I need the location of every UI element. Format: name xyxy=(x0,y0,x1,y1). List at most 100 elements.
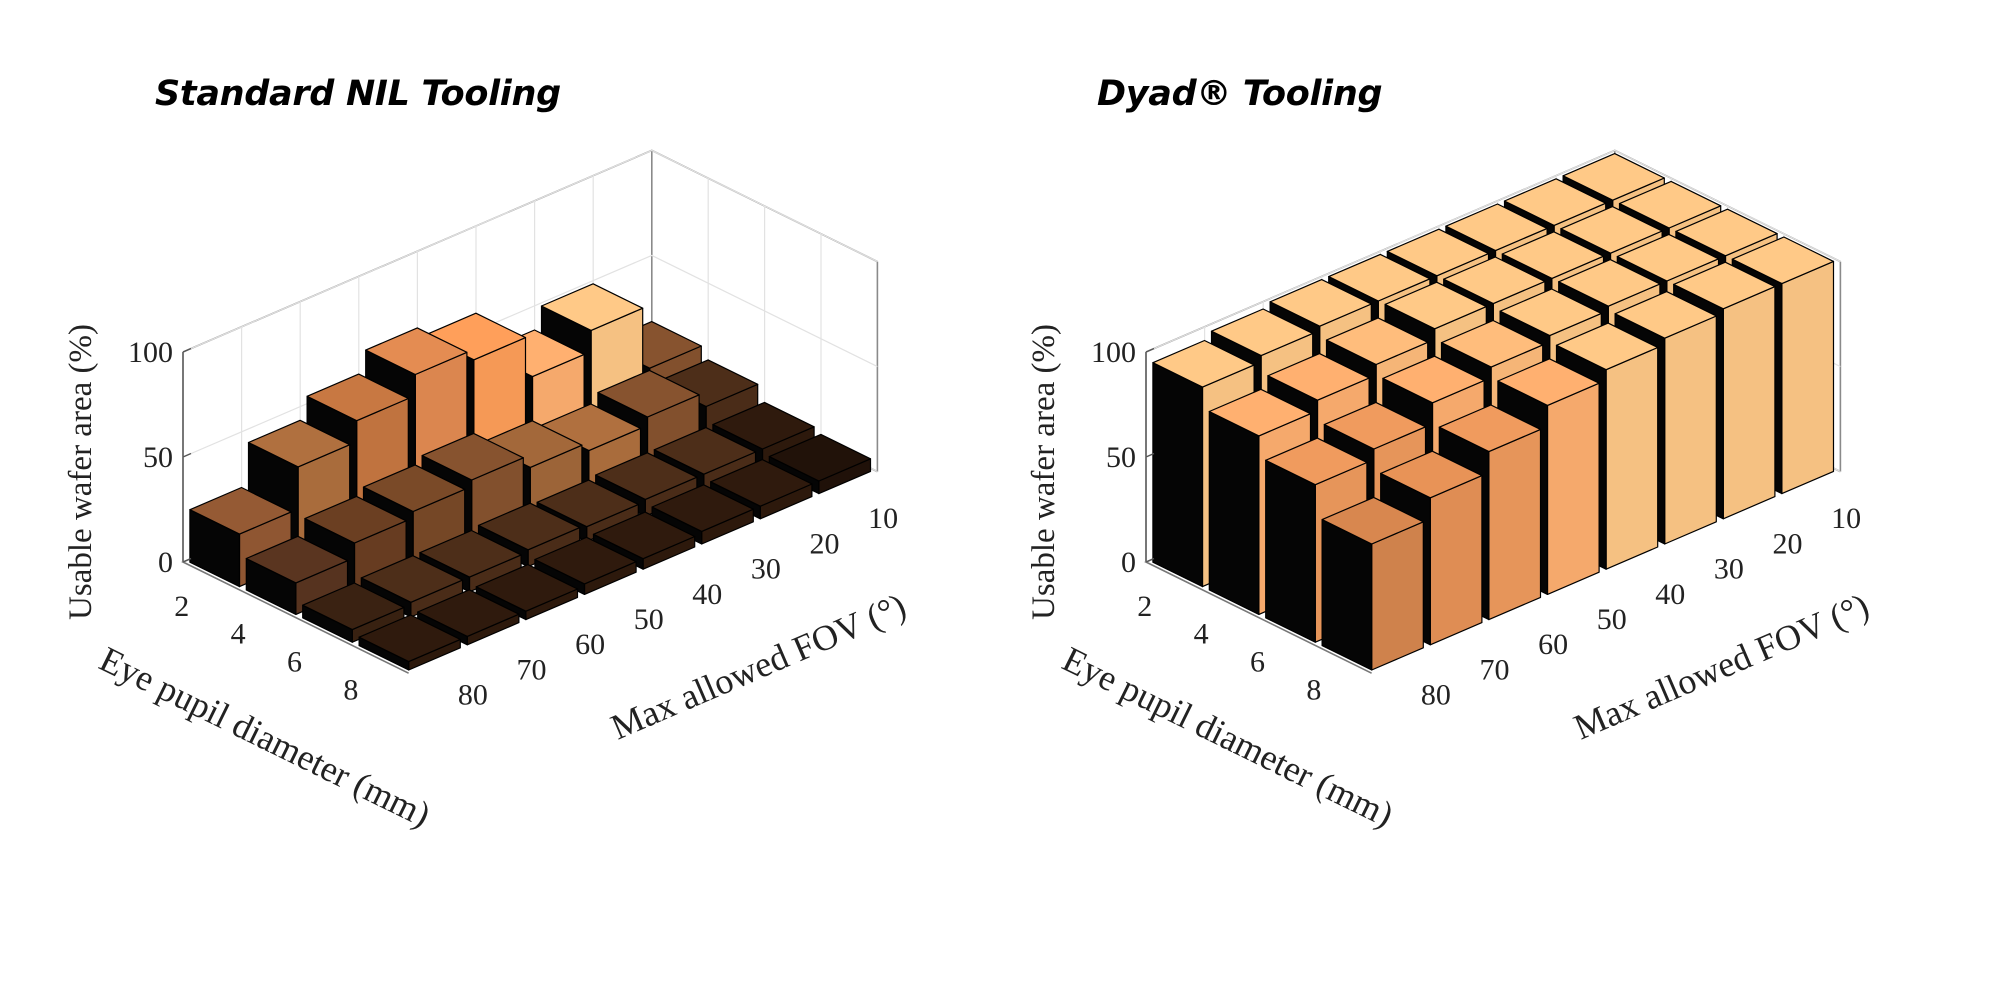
bar-face-top xyxy=(1380,450,1483,499)
bar-face-top xyxy=(1731,236,1835,285)
bar-face-top xyxy=(592,511,696,560)
bar-face-top xyxy=(1562,153,1665,201)
bar-face-top xyxy=(1503,178,1607,226)
bar-face-top xyxy=(304,495,407,544)
bar-face-top xyxy=(1382,355,1485,404)
bar-face-top xyxy=(1386,228,1490,277)
bar-face-top xyxy=(419,529,522,578)
bar-face-front xyxy=(1722,286,1776,520)
fov-tick-label: 50 xyxy=(634,603,664,636)
fov-tick-label: 20 xyxy=(810,527,840,560)
fov-tick-label: 30 xyxy=(1714,553,1744,586)
z-tick xyxy=(1145,452,1155,458)
bar-face-side xyxy=(1208,410,1260,616)
bar-face-side xyxy=(1265,459,1316,643)
z-tick-label: 0 xyxy=(158,546,173,579)
bar-face-top xyxy=(1501,231,1605,279)
gridline xyxy=(1145,149,1841,353)
bar-face-top xyxy=(534,536,637,585)
bar-face-top xyxy=(653,427,757,475)
bar-face-top xyxy=(362,464,466,513)
bar-face-top xyxy=(1558,259,1661,307)
bar-face-top xyxy=(1497,358,1600,406)
bar-face-top xyxy=(1265,437,1368,486)
z-tick xyxy=(182,557,192,563)
bar xyxy=(302,582,405,643)
bar-face-top xyxy=(1440,319,1544,368)
fov-tick-label: 10 xyxy=(1831,502,1861,535)
fov-tick-label: 80 xyxy=(1421,679,1451,712)
pupil-tick-label: 6 xyxy=(287,646,302,679)
fov-tick-label: 60 xyxy=(575,628,605,661)
z-tick-label: 50 xyxy=(1106,441,1136,474)
bar-face-top xyxy=(1323,401,1427,450)
bar-face-top xyxy=(245,535,349,584)
z-tick-labels: 0 50 100 xyxy=(128,336,192,579)
z-tick xyxy=(182,452,192,458)
bar-face-front xyxy=(1488,428,1542,621)
bar-face-top xyxy=(1321,496,1424,545)
pupil-tick-label: 6 xyxy=(1250,646,1265,679)
z-tick xyxy=(1145,347,1155,353)
bar-face-top xyxy=(1210,308,1314,357)
bar-face-top xyxy=(540,283,644,331)
bar-face-top xyxy=(1616,233,1720,282)
bar-face-top xyxy=(1445,203,1548,252)
bar xyxy=(245,535,349,616)
pupil-tick-label: 2 xyxy=(174,590,189,623)
fov-tick-label: 80 xyxy=(458,679,488,712)
fov-tick-label: 70 xyxy=(1480,653,1510,686)
fov-tick-label: 10 xyxy=(868,502,898,535)
fov-tick-label: 40 xyxy=(692,578,722,611)
fov-tick-label: 60 xyxy=(1538,628,1568,661)
fov-tick-labels: 10 20 30 40 50 60 70 80 xyxy=(458,502,898,711)
gridline xyxy=(182,149,878,353)
bar-face-top xyxy=(1499,288,1602,337)
fov-tick-label: 50 xyxy=(1597,603,1627,636)
pupil-axis-label: Eye pupil diameter (mm) xyxy=(93,639,436,835)
pupil-tick-label: 8 xyxy=(1306,673,1321,706)
fov-tick-label: 70 xyxy=(517,653,547,686)
bar-face-top xyxy=(247,419,351,468)
bar xyxy=(358,614,461,671)
bar-face-top xyxy=(710,459,813,507)
fov-tick-label: 20 xyxy=(1773,527,1803,560)
bar-face-top xyxy=(189,486,292,535)
bar-face-front xyxy=(1546,382,1600,596)
z-tick xyxy=(182,347,192,353)
z-tick-labels: 0 50 100 xyxy=(1091,336,1155,579)
bar xyxy=(1321,496,1424,671)
bar-face-front xyxy=(1429,475,1483,646)
bar-face-top xyxy=(477,502,581,551)
bar-face-front xyxy=(1605,346,1659,570)
bar-face-top xyxy=(597,369,700,418)
bar-face-top xyxy=(302,582,405,631)
bar-face-top xyxy=(712,401,815,450)
bar-face-top xyxy=(651,484,754,533)
bar-face-top xyxy=(421,432,524,481)
bars xyxy=(1152,153,1835,671)
bar-face-top xyxy=(358,614,461,663)
z-tick-label: 50 xyxy=(143,441,173,474)
z-axis-label: Usable wafer area (%) xyxy=(63,324,99,620)
bar-face-top xyxy=(417,589,520,638)
z-tick-label: 100 xyxy=(128,336,173,369)
bar-face-top xyxy=(1152,339,1255,388)
pupil-tick-labels: 2 4 6 8 xyxy=(174,590,358,706)
fov-tick-label: 30 xyxy=(751,553,781,586)
bar-face-top xyxy=(1618,180,1722,229)
bar-face-top xyxy=(1325,317,1429,366)
bar-face-top xyxy=(1555,322,1659,371)
bar-face-top xyxy=(1328,253,1431,302)
pupil-tick-label: 8 xyxy=(343,673,358,706)
pupil-tick-label: 4 xyxy=(1194,618,1209,651)
z-tick-label: 100 xyxy=(1091,336,1136,369)
pupil-tick-label: 4 xyxy=(231,618,246,651)
bar-face-side xyxy=(1321,518,1373,671)
chart-title-dyad: Dyad® Tooling xyxy=(1097,74,1383,114)
bar-face-top xyxy=(1384,281,1487,330)
bar-face-top xyxy=(306,373,409,422)
z-tick xyxy=(1145,557,1155,563)
bar-face-top xyxy=(475,563,579,612)
bar-face-top xyxy=(1560,206,1663,254)
